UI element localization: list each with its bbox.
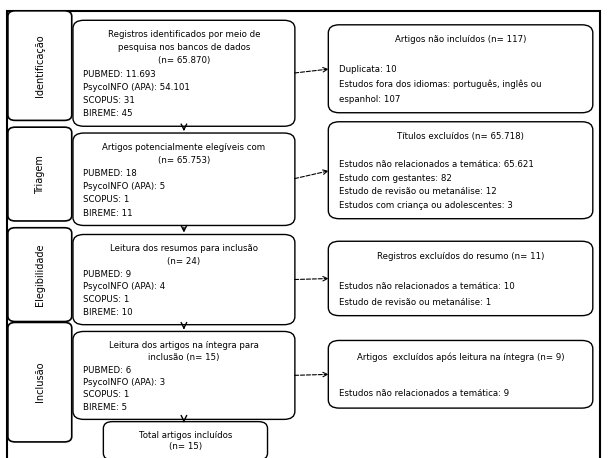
FancyBboxPatch shape	[8, 11, 72, 120]
Text: Estudo com gestantes: 82: Estudo com gestantes: 82	[339, 174, 452, 183]
Text: Total artigos incluídos: Total artigos incluídos	[139, 431, 232, 440]
Text: PsycoINFO (APA): 5: PsycoINFO (APA): 5	[83, 182, 165, 191]
Text: espanhol: 107: espanhol: 107	[339, 95, 400, 104]
FancyBboxPatch shape	[7, 11, 600, 458]
Text: Estudos não relacionados a temática: 65.621: Estudos não relacionados a temática: 65.…	[339, 160, 534, 169]
Text: SCOPUS: 1: SCOPUS: 1	[83, 295, 130, 304]
FancyBboxPatch shape	[8, 322, 72, 442]
Text: Elegibilidade: Elegibilidade	[35, 243, 45, 306]
Text: PUBMED: 6: PUBMED: 6	[83, 365, 131, 375]
Text: Registros identificados por meio de: Registros identificados por meio de	[108, 30, 260, 39]
Text: PUBMED: 18: PUBMED: 18	[83, 169, 137, 178]
Text: SCOPUS: 31: SCOPUS: 31	[83, 96, 135, 105]
Text: Estudos não relacionados a temática: 9: Estudos não relacionados a temática: 9	[339, 389, 509, 398]
FancyBboxPatch shape	[73, 234, 295, 325]
Text: Estudos fora dos idiomas: português, inglês ou: Estudos fora dos idiomas: português, ing…	[339, 80, 541, 89]
Text: PsycoINFO (APA): 54.101: PsycoINFO (APA): 54.101	[83, 83, 190, 92]
Text: Artigos não incluídos (n= 117): Artigos não incluídos (n= 117)	[395, 35, 527, 44]
Text: Leitura dos artigos na íntegra para: Leitura dos artigos na íntegra para	[109, 341, 259, 350]
Text: Registros excluídos do resumo (n= 11): Registros excluídos do resumo (n= 11)	[377, 252, 544, 261]
Text: BIREME: 5: BIREME: 5	[83, 403, 128, 412]
Text: Identificação: Identificação	[35, 34, 45, 97]
Text: PsycoINFO (APA): 4: PsycoINFO (APA): 4	[83, 283, 165, 291]
Text: BIREME: 11: BIREME: 11	[83, 208, 133, 218]
Text: Estudos com criança ou adolescentes: 3: Estudos com criança ou adolescentes: 3	[339, 202, 513, 210]
Text: Estudo de revisão ou metanálise: 12: Estudo de revisão ou metanálise: 12	[339, 187, 496, 196]
FancyBboxPatch shape	[328, 25, 593, 113]
Text: BIREME: 10: BIREME: 10	[83, 308, 133, 317]
Text: PsycoINFO (APA): 3: PsycoINFO (APA): 3	[83, 378, 165, 387]
Text: SCOPUS: 1: SCOPUS: 1	[83, 390, 130, 399]
Text: PUBMED: 11.693: PUBMED: 11.693	[83, 70, 156, 79]
FancyBboxPatch shape	[328, 122, 593, 219]
FancyBboxPatch shape	[103, 422, 268, 458]
Text: BIREME: 45: BIREME: 45	[83, 109, 133, 118]
FancyBboxPatch shape	[328, 340, 593, 408]
Text: Artigos  excluídos após leitura na íntegra (n= 9): Artigos excluídos após leitura na íntegr…	[357, 352, 564, 362]
FancyBboxPatch shape	[73, 20, 295, 126]
Text: Triagem: Triagem	[35, 155, 45, 193]
FancyBboxPatch shape	[73, 332, 295, 420]
FancyBboxPatch shape	[73, 133, 295, 225]
Text: Artigos potencialmente elegíveis com: Artigos potencialmente elegíveis com	[102, 143, 266, 152]
Text: inclusão (n= 15): inclusão (n= 15)	[148, 353, 219, 362]
Text: Duplicata: 10: Duplicata: 10	[339, 65, 396, 74]
FancyBboxPatch shape	[8, 127, 72, 221]
Text: Leitura dos resumos para inclusão: Leitura dos resumos para inclusão	[110, 244, 258, 253]
Text: Estudos não relacionados a temática: 10: Estudos não relacionados a temática: 10	[339, 283, 514, 291]
FancyBboxPatch shape	[328, 241, 593, 316]
Text: SCOPUS: 1: SCOPUS: 1	[83, 196, 130, 204]
Text: Títulos excluídos (n= 65.718): Títulos excluídos (n= 65.718)	[397, 132, 524, 141]
Text: pesquisa nos bancos de dados: pesquisa nos bancos de dados	[118, 43, 250, 52]
Text: Estudo de revisão ou metanálise: 1: Estudo de revisão ou metanálise: 1	[339, 298, 491, 307]
Text: (n= 15): (n= 15)	[169, 442, 202, 451]
Text: (n= 65.753): (n= 65.753)	[158, 156, 210, 165]
FancyBboxPatch shape	[8, 228, 72, 322]
Text: (n= 24): (n= 24)	[167, 257, 201, 266]
Text: Inclusão: Inclusão	[35, 362, 45, 403]
Text: (n= 65.870): (n= 65.870)	[158, 56, 210, 65]
Text: PUBMED: 9: PUBMED: 9	[83, 270, 131, 278]
